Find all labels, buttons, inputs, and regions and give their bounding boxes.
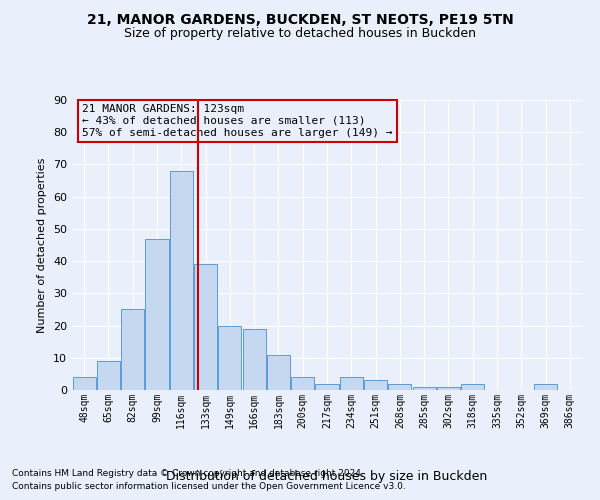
Bar [218, 326, 241, 390]
Bar [364, 380, 387, 390]
Bar [437, 387, 460, 390]
Bar [194, 264, 217, 390]
Bar [413, 387, 436, 390]
Bar [388, 384, 412, 390]
Bar [461, 384, 484, 390]
Bar [267, 354, 290, 390]
Bar [121, 310, 144, 390]
Bar [73, 377, 95, 390]
Text: 21 MANOR GARDENS: 123sqm
← 43% of detached houses are smaller (113)
57% of semi-: 21 MANOR GARDENS: 123sqm ← 43% of detach… [82, 104, 392, 138]
Text: 21, MANOR GARDENS, BUCKDEN, ST NEOTS, PE19 5TN: 21, MANOR GARDENS, BUCKDEN, ST NEOTS, PE… [86, 12, 514, 26]
Bar [170, 171, 193, 390]
Bar [242, 329, 266, 390]
Text: Size of property relative to detached houses in Buckden: Size of property relative to detached ho… [124, 28, 476, 40]
Bar [340, 377, 363, 390]
Bar [534, 384, 557, 390]
Bar [145, 238, 169, 390]
Bar [316, 384, 338, 390]
Bar [291, 377, 314, 390]
Text: Contains public sector information licensed under the Open Government Licence v3: Contains public sector information licen… [12, 482, 406, 491]
Y-axis label: Number of detached properties: Number of detached properties [37, 158, 47, 332]
Bar [97, 361, 120, 390]
X-axis label: Distribution of detached houses by size in Buckden: Distribution of detached houses by size … [166, 470, 488, 482]
Text: Contains HM Land Registry data © Crown copyright and database right 2024.: Contains HM Land Registry data © Crown c… [12, 468, 364, 477]
